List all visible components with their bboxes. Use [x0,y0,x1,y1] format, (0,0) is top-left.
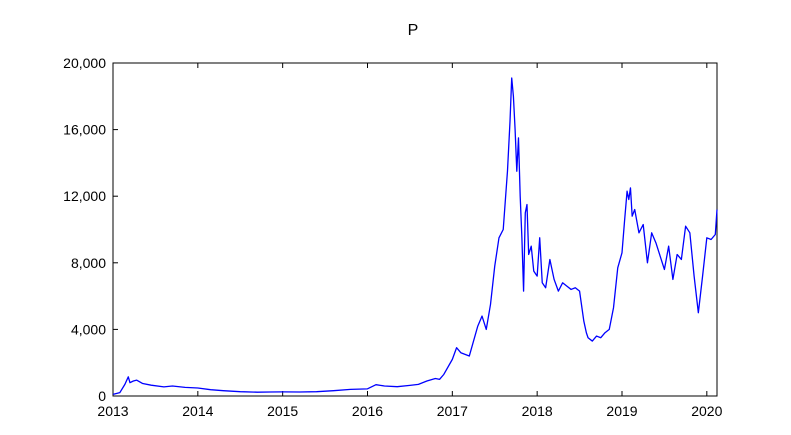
y-tick-label: 0 [98,388,106,404]
series-group [112,77,718,395]
y-tick-label: 20,000 [63,55,106,71]
x-axis: 2013 2014 2015 2016 2017 2018 2019 2020 [97,63,723,419]
x-tick-label: 2020 [691,403,722,419]
y-tick-label: 16,000 [63,122,106,138]
x-tick-label: 2019 [606,403,637,419]
y-tick-label: 8,000 [71,255,106,271]
x-tick-label: 2015 [267,403,298,419]
y-axis: 0 4,000 8,000 12,000 16,000 20,000 [63,55,118,404]
plot-frame [112,62,718,397]
y-tick-label: 12,000 [63,188,106,204]
series-line [112,77,718,395]
x-tick-label: 2017 [437,403,468,419]
chart-title: P [408,22,419,39]
x-tick-label: 2018 [522,403,553,419]
y-tick-label: 4,000 [71,321,106,337]
x-tick-label: 2016 [352,403,383,419]
x-tick-label: 2013 [97,403,128,419]
x-tick-label: 2014 [182,403,213,419]
